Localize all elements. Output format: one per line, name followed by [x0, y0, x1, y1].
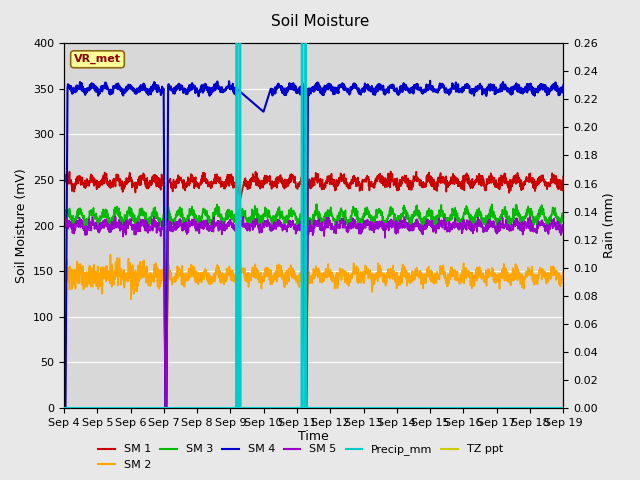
X-axis label: Time: Time: [298, 431, 329, 444]
Text: Soil Moisture: Soil Moisture: [271, 14, 369, 29]
Y-axis label: Rain (mm): Rain (mm): [604, 193, 616, 258]
Text: VR_met: VR_met: [74, 54, 121, 64]
Legend: SM 1, SM 2, SM 3, SM 4, SM 5, Precip_mm, TZ ppt: SM 1, SM 2, SM 3, SM 4, SM 5, Precip_mm,…: [94, 440, 508, 474]
Y-axis label: Soil Moisture (mV): Soil Moisture (mV): [15, 168, 28, 283]
